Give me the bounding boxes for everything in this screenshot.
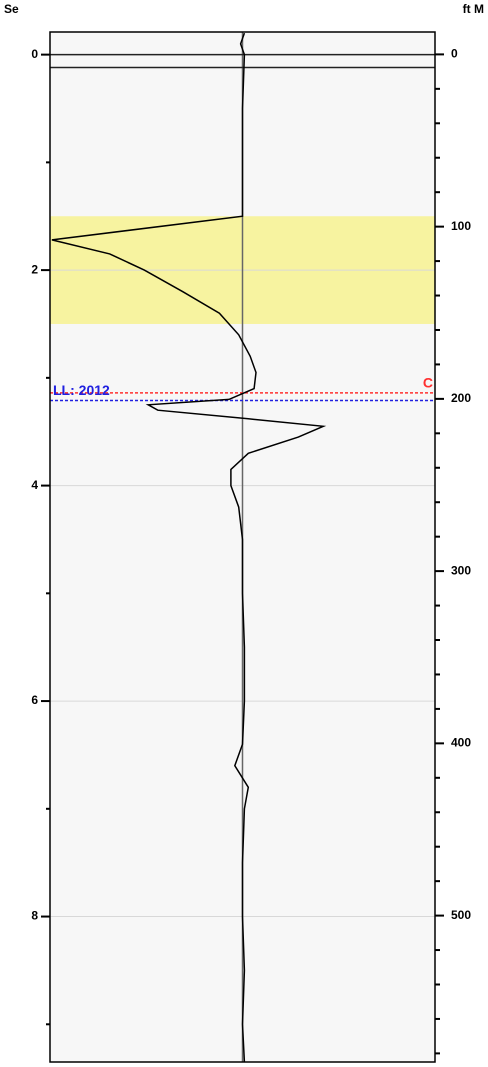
y-tick-label: 4 [31,478,38,492]
right-axis-label: ft M [463,2,484,16]
y2-tick-label: 200 [451,391,471,405]
plot-frame [49,31,436,1063]
y-tick-label: 8 [31,909,38,923]
y2-tick-label: 100 [451,219,471,233]
trace [51,32,327,1063]
y-tick-label: 0 [31,47,38,61]
left-axis-label: Se [4,2,19,16]
y-tick-label: 2 [31,262,38,276]
y2-tick-label: 400 [451,736,471,750]
horizon-label: C [423,375,433,391]
horizon-label: LL: 2012 [53,382,110,398]
y2-tick-label: 0 [451,47,458,61]
y2-tick-label: 300 [451,563,471,577]
y2-tick-label: 500 [451,908,471,922]
y-tick-label: 6 [31,693,38,707]
